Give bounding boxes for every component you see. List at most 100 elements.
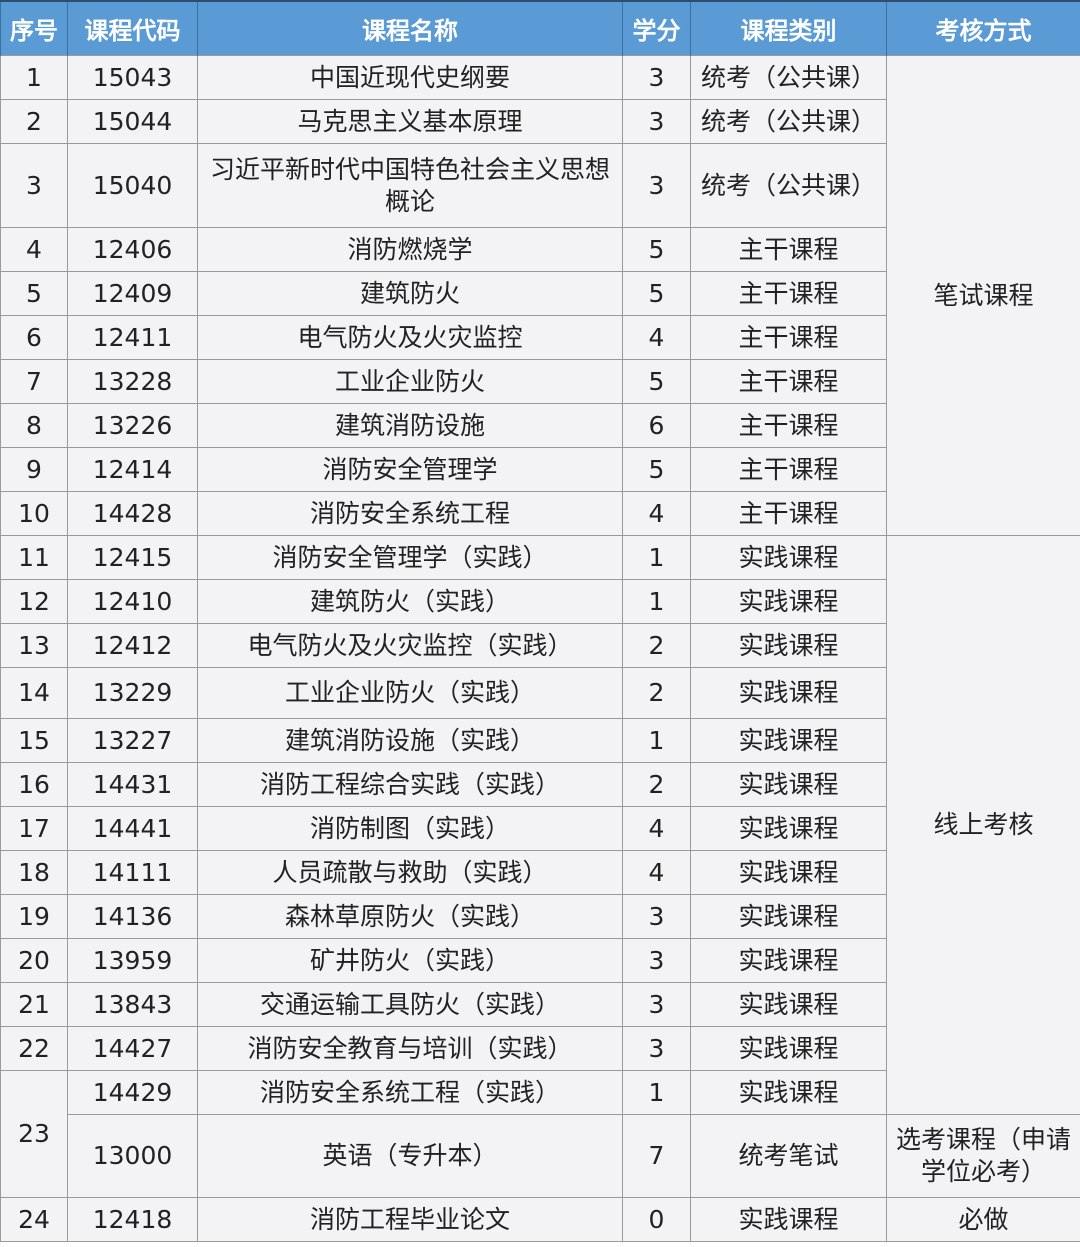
table-row: 10 14428 消防安全系统工程 4 主干课程	[0, 491, 1080, 536]
cell-credit: 5	[622, 447, 691, 492]
cell-no: 2	[0, 99, 68, 144]
cell-name: 电气防火及火灾监控	[197, 315, 623, 360]
table-row: 15 13227 建筑消防设施（实践） 1 实践课程	[0, 718, 1080, 763]
cell-name: 消防安全管理学（实践）	[197, 535, 623, 580]
cell-category: 实践课程	[690, 982, 887, 1027]
cell-name: 消防制图（实践）	[197, 806, 623, 851]
table-row: 12 12410 建筑防火（实践） 1 实践课程	[0, 579, 1080, 624]
cell-credit: 1	[622, 718, 691, 763]
cell-category: 主干课程	[690, 403, 887, 448]
cell-name: 建筑消防设施	[197, 403, 623, 448]
cell-exam: 选考课程（申请学位必考）	[886, 1114, 1080, 1198]
cell-category: 实践课程	[690, 535, 887, 580]
cell-code: 13000	[67, 1114, 198, 1198]
cell-name: 建筑防火（实践）	[197, 579, 623, 624]
table-row: 21 13843 交通运输工具防火（实践） 3 实践课程	[0, 982, 1080, 1027]
cell-no: 21	[0, 982, 68, 1027]
cell-name: 消防安全教育与培训（实践）	[197, 1026, 623, 1071]
table-row: 14 13229 工业企业防火（实践） 2 实践课程	[0, 667, 1080, 719]
cell-credit: 4	[622, 491, 691, 536]
cell-name: 习近平新时代中国特色社会主义思想概论	[197, 143, 623, 228]
cell-no: 16	[0, 762, 68, 807]
cell-code: 12409	[67, 271, 198, 316]
cell-name: 建筑防火	[197, 271, 623, 316]
table-row: 22 14427 消防安全教育与培训（实践） 3 实践课程	[0, 1026, 1080, 1071]
cell-code: 12418	[67, 1197, 198, 1242]
cell-credit: 3	[622, 99, 691, 144]
header-credit: 学分	[622, 1, 691, 56]
cell-credit: 3	[622, 1026, 691, 1071]
cell-no: 11	[0, 535, 68, 580]
header-row: 序号 课程代码 课程名称 学分 课程类别 考核方式	[0, 1, 1080, 56]
cell-code: 12415	[67, 535, 198, 580]
cell-no: 15	[0, 718, 68, 763]
header-category: 课程类别	[690, 1, 887, 56]
cell-category: 统考（公共课）	[690, 99, 887, 144]
cell-credit: 5	[622, 271, 691, 316]
cell-credit: 1	[622, 1070, 691, 1115]
cell-category: 实践课程	[690, 894, 887, 939]
cell-exam: 必做	[886, 1197, 1080, 1242]
header-no: 序号	[0, 1, 68, 56]
table-row: 20 13959 矿井防火（实践） 3 实践课程	[0, 938, 1080, 983]
table-row: 4 12406 消防燃烧学 5 主干课程	[0, 227, 1080, 272]
table-row: 18 14111 人员疏散与救助（实践） 4 实践课程	[0, 850, 1080, 895]
cell-name: 建筑消防设施（实践）	[197, 718, 623, 763]
cell-category: 主干课程	[690, 271, 887, 316]
cell-name: 消防安全系统工程	[197, 491, 623, 536]
cell-no: 9	[0, 447, 68, 492]
cell-code: 12406	[67, 227, 198, 272]
cell-credit: 0	[622, 1197, 691, 1242]
cell-category: 实践课程	[690, 850, 887, 895]
header-name: 课程名称	[197, 1, 623, 56]
cell-credit: 3	[622, 982, 691, 1027]
cell-name: 森林草原防火（实践）	[197, 894, 623, 939]
cell-code: 13229	[67, 667, 198, 719]
cell-name: 工业企业防火（实践）	[197, 667, 623, 719]
table-row: 1 15043 中国近现代史纲要 3 统考（公共课） 笔试课程	[0, 55, 1080, 536]
cell-no: 20	[0, 938, 68, 983]
cell-category: 主干课程	[690, 315, 887, 360]
cell-no: 5	[0, 271, 68, 316]
cell-category: 实践课程	[690, 579, 887, 624]
cell-exam: 线上考核	[886, 535, 1080, 1115]
table-row: 8 13226 建筑消防设施 6 主干课程	[0, 403, 1080, 448]
cell-category: 实践课程	[690, 718, 887, 763]
cell-category: 实践课程	[690, 938, 887, 983]
cell-credit: 5	[622, 227, 691, 272]
cell-name: 消防工程综合实践（实践）	[197, 762, 623, 807]
table-row: 2 15044 马克思主义基本原理 3 统考（公共课）	[0, 99, 1080, 144]
cell-no: 23	[0, 1070, 68, 1198]
cell-code: 12411	[67, 315, 198, 360]
cell-credit: 7	[622, 1114, 691, 1198]
cell-code: 14441	[67, 806, 198, 851]
cell-name: 消防安全管理学	[197, 447, 623, 492]
cell-name: 消防安全系统工程（实践）	[197, 1070, 623, 1115]
cell-credit: 4	[622, 315, 691, 360]
cell-name: 电气防火及火灾监控（实践）	[197, 623, 623, 668]
cell-code: 14427	[67, 1026, 198, 1071]
cell-exam: 笔试课程	[886, 55, 1080, 536]
cell-code: 13228	[67, 359, 198, 404]
cell-credit: 2	[622, 762, 691, 807]
cell-no: 22	[0, 1026, 68, 1071]
cell-code: 12410	[67, 579, 198, 624]
cell-name: 马克思主义基本原理	[197, 99, 623, 144]
cell-name: 消防燃烧学	[197, 227, 623, 272]
cell-code: 15044	[67, 99, 198, 144]
cell-category: 实践课程	[690, 806, 887, 851]
cell-credit: 1	[622, 535, 691, 580]
cell-name: 交通运输工具防火（实践）	[197, 982, 623, 1027]
cell-code: 13843	[67, 982, 198, 1027]
cell-credit: 4	[622, 806, 691, 851]
cell-no: 24	[0, 1197, 68, 1242]
cell-category: 实践课程	[690, 1197, 887, 1242]
cell-category: 实践课程	[690, 1070, 887, 1115]
cell-no: 18	[0, 850, 68, 895]
table-row: 19 14136 森林草原防火（实践） 3 实践课程	[0, 894, 1080, 939]
cell-code: 15043	[67, 55, 198, 100]
cell-credit: 3	[622, 55, 691, 100]
cell-code: 14429	[67, 1070, 198, 1115]
cell-no: 19	[0, 894, 68, 939]
